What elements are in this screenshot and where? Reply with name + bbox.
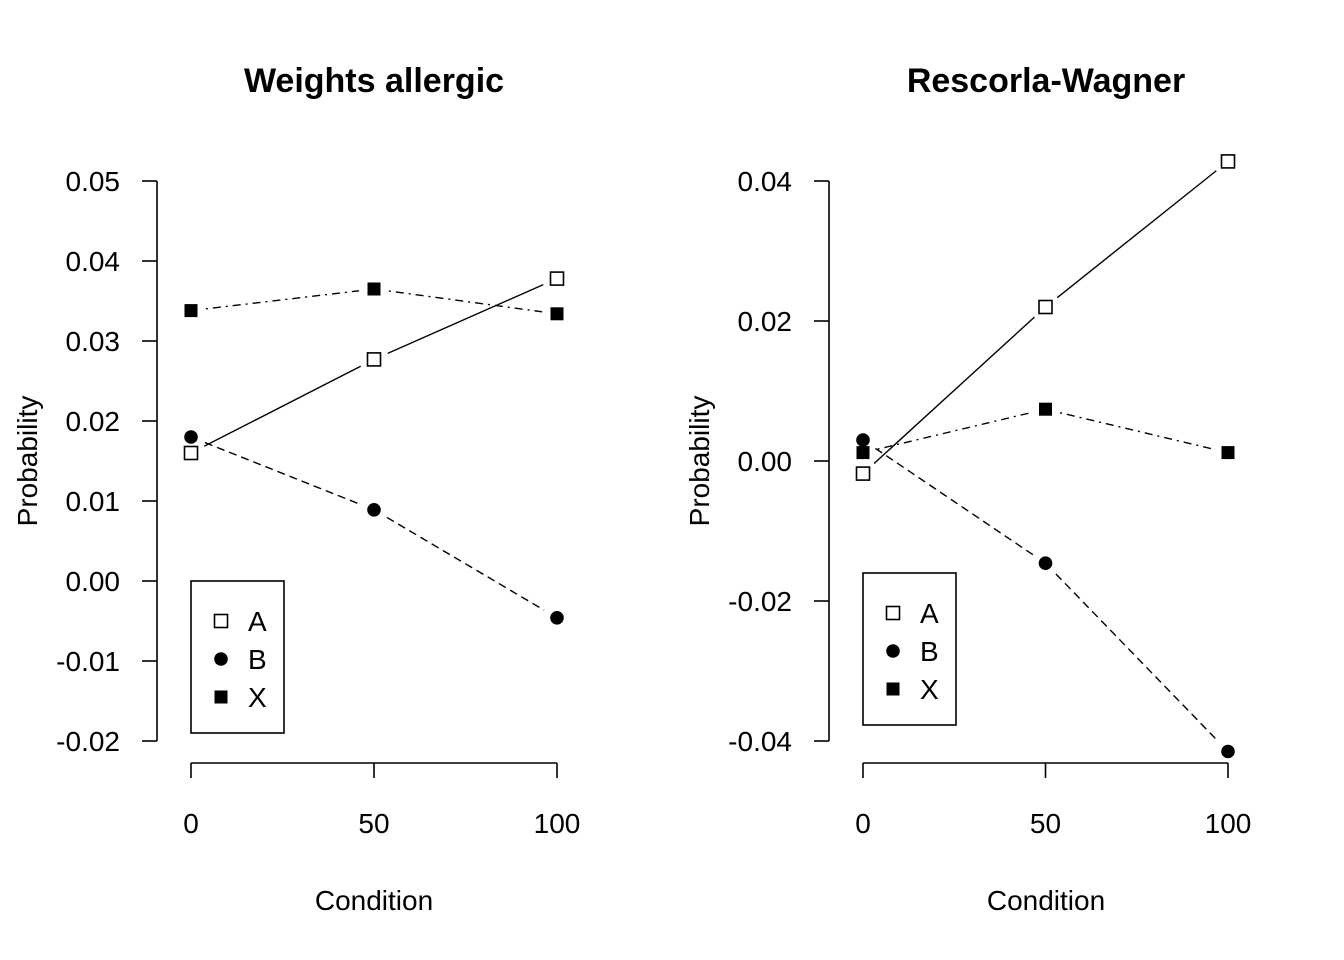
y-tick-label: -0.02 [728,586,792,617]
data-point-b [1038,556,1053,571]
x-axis-label: Condition [315,885,433,916]
data-point-b [1221,744,1235,759]
axes: -0.04 -0.02 0.00 0.02 0.04 0 50 100 [728,166,1251,839]
legend: ABX [862,572,957,726]
series-group [855,154,1236,759]
data-point-a [1038,299,1053,315]
data-point-x [367,282,381,296]
legend-label-x: X [248,682,267,713]
series-line-x [877,411,1032,450]
series-line-x [205,290,360,310]
x-tick-label: 50 [1030,808,1061,839]
legend: ABX [190,580,285,734]
data-point-a [366,352,382,367]
legend-box [862,572,957,726]
legend-marker-x [214,690,228,704]
legend-label-a: A [248,606,267,637]
series-line-b [1055,573,1219,742]
x-tick-label: 50 [358,808,389,839]
data-point-x [184,304,198,318]
legend-label-b: B [248,644,267,675]
data-point-a [549,271,565,286]
y-tick-label: 0.05 [66,166,121,197]
data-point-a [183,445,199,461]
y-tick-label: 0.00 [66,566,121,597]
legend-marker-a [213,613,229,629]
data-point-a [855,466,871,481]
y-tick-label: -0.02 [56,726,120,757]
chart-title: Weights allergic [244,62,504,100]
legend-marker-a [885,605,901,621]
legend-marker-b [214,652,228,666]
data-point-x [1221,446,1235,460]
x-tick-label: 100 [534,808,581,839]
legend-label-b: B [920,636,939,667]
series-line-b [386,516,545,611]
y-axis-label: Probability [12,396,43,527]
series-line-a [1056,170,1217,299]
series-line-a [873,316,1035,465]
x-tick-label: 0 [855,808,871,839]
y-tick-label: 0.02 [738,306,793,337]
series-line-b [204,441,361,505]
y-tick-label: 0.03 [66,326,121,357]
y-tick-label: 0.00 [738,446,793,477]
legend-marker-b [886,644,900,658]
legend-box [190,580,285,734]
y-tick-label: -0.04 [728,726,792,757]
y-tick-label: 0.02 [66,406,121,437]
y-tick-label: 0.01 [66,486,121,517]
x-tick-label: 100 [1205,808,1252,839]
panel-rescorla-wagner: Rescorla-Wagner Condition Probability -0… [684,62,1251,916]
x-tick-label: 0 [183,808,199,839]
data-point-b [184,430,198,444]
y-axis-label: Probability [684,396,715,527]
panel-weights-allergic: Weights allergic Condition Probability -… [12,62,580,916]
legend-label-x: X [920,674,939,705]
series-line-a [204,365,361,447]
legend-marker-x [886,682,900,696]
data-point-a [1220,154,1236,169]
chart-title: Rescorla-Wagner [907,62,1185,100]
series-line-x [1059,411,1214,450]
data-point-b [550,611,564,625]
series-line-b [875,447,1034,556]
series-line-x [388,290,543,313]
series-group [183,271,565,625]
data-point-x [550,307,564,321]
y-tick-label: -0.01 [56,646,120,677]
data-point-b [856,433,870,447]
x-axis-label: Condition [987,885,1105,916]
y-tick-label: 0.04 [738,166,793,197]
y-tick-label: 0.04 [66,246,121,277]
data-point-x [856,446,870,460]
axes: -0.02 -0.01 0.00 0.01 0.02 0.03 0.04 0.05 0 50 100 [56,166,580,839]
series-line-a [387,284,544,354]
data-point-x [1039,402,1052,416]
data-point-b [367,503,381,517]
legend-label-a: A [920,598,939,629]
